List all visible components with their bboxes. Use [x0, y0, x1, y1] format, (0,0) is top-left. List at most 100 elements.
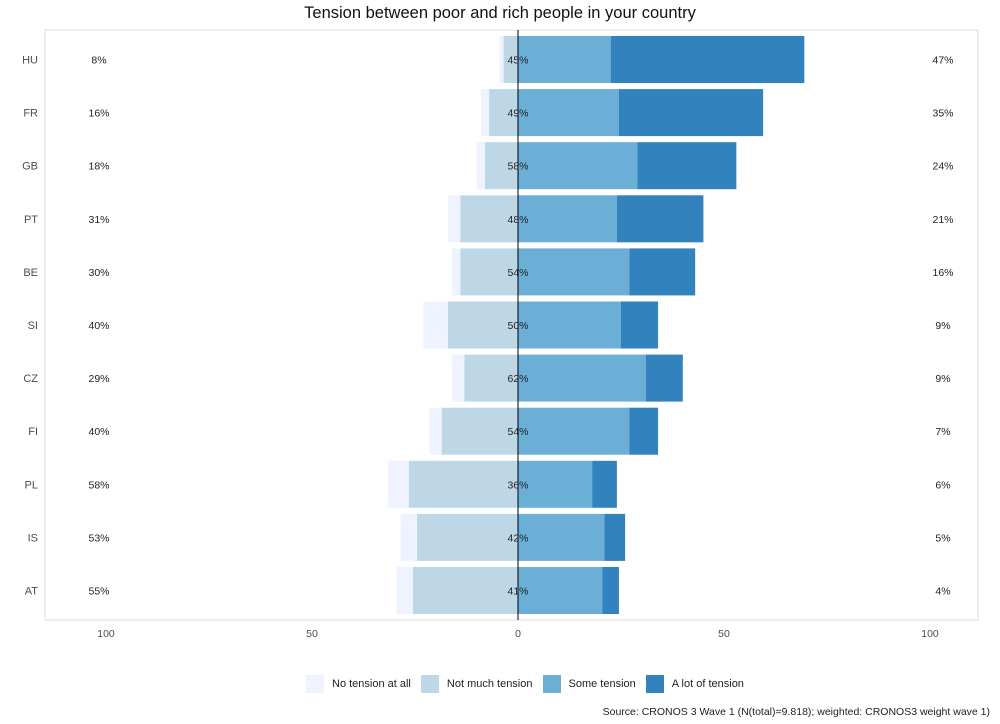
- left-pct-label: 40%: [88, 426, 109, 438]
- category-label-pl: PL: [25, 479, 38, 491]
- source-note: Source: CRONOS 3 Wave 1 (N(total)=9.818)…: [602, 706, 990, 718]
- left-pct-label: 30%: [88, 267, 109, 279]
- bar-pl-some-tension: [518, 460, 593, 508]
- bar-pl-not-much-tension: [408, 460, 518, 508]
- bar-fi-no-tension-at-all: [429, 407, 442, 455]
- right-pct-label: 7%: [935, 426, 950, 438]
- bar-be-some-tension: [518, 248, 630, 296]
- labels-group: HU 8% 45% 47% FR 16% 49% 35% GB 18% 58% 24% PT 31% 48%…: [22, 55, 953, 598]
- legend-item-no-tension-at-all: No tension at all: [306, 675, 411, 693]
- category-label-is: IS: [28, 532, 38, 544]
- category-label-cz: CZ: [23, 373, 38, 385]
- bar-pl-a-lot-of-tension: [592, 460, 617, 508]
- bar-be-a-lot-of-tension: [629, 248, 696, 296]
- bar-at-a-lot-of-tension: [602, 567, 619, 614]
- center-pct-label: 48%: [507, 214, 528, 226]
- x-tick-label: 50: [718, 628, 730, 640]
- center-pct-label: 58%: [507, 161, 528, 173]
- center-pct-label: 54%: [507, 267, 528, 279]
- bar-is-no-tension-at-all: [400, 513, 418, 561]
- bar-fr-some-tension: [518, 89, 619, 137]
- legend-label: No tension at all: [332, 678, 411, 690]
- bar-pt-not-much-tension: [460, 195, 518, 243]
- bar-pt-some-tension: [518, 195, 617, 243]
- legend-swatch: [306, 675, 324, 693]
- center-pct-label: 42%: [507, 532, 528, 544]
- legend-item-a-lot-of-tension: A lot of tension: [645, 675, 744, 693]
- x-tick-label: 0: [515, 628, 521, 640]
- center-pct-label: 62%: [507, 373, 528, 385]
- category-label-gb: GB: [22, 161, 38, 173]
- legend-swatch: [645, 675, 664, 693]
- bar-gb-not-much-tension: [485, 142, 518, 190]
- bar-pt-no-tension-at-all: [447, 195, 461, 243]
- right-pct-label: 21%: [932, 214, 953, 226]
- bar-fr-not-much-tension: [489, 89, 518, 137]
- bar-pt-a-lot-of-tension: [616, 195, 704, 243]
- right-pct-label: 35%: [932, 108, 953, 120]
- right-pct-label: 24%: [932, 161, 953, 173]
- left-pct-label: 53%: [88, 532, 109, 544]
- right-pct-label: 9%: [935, 320, 950, 332]
- bar-is-not-much-tension: [417, 513, 518, 561]
- bar-si-some-tension: [518, 301, 621, 349]
- left-pct-label: 58%: [88, 479, 109, 491]
- category-label-si: SI: [28, 320, 38, 332]
- legend-label: Not much tension: [446, 678, 533, 690]
- bar-si-not-much-tension: [447, 301, 518, 349]
- center-pct-label: 36%: [507, 479, 528, 491]
- bar-hu-a-lot-of-tension: [610, 36, 805, 83]
- category-label-at: AT: [25, 586, 39, 598]
- bar-gb-no-tension-at-all: [476, 142, 486, 190]
- center-pct-label: 50%: [507, 320, 528, 332]
- bar-is-some-tension: [518, 513, 605, 561]
- bar-hu-some-tension: [518, 36, 611, 83]
- bar-si-a-lot-of-tension: [621, 301, 659, 349]
- right-pct-label: 6%: [935, 479, 950, 491]
- category-label-pt: PT: [24, 214, 38, 226]
- right-pct-label: 9%: [935, 373, 950, 385]
- left-pct-label: 16%: [88, 108, 109, 120]
- category-label-hu: HU: [22, 55, 38, 67]
- bar-is-a-lot-of-tension: [604, 513, 626, 561]
- center-pct-label: 49%: [507, 108, 528, 120]
- bar-at-some-tension: [518, 567, 603, 614]
- category-label-be: BE: [23, 267, 38, 279]
- bar-fi-not-much-tension: [441, 407, 518, 455]
- bar-cz-some-tension: [518, 354, 646, 402]
- legend-swatch: [420, 675, 439, 693]
- bars-group: [388, 36, 805, 614]
- plot-panel: [44, 29, 979, 621]
- x-tick-label: 100: [921, 628, 939, 640]
- bar-gb-a-lot-of-tension: [637, 142, 737, 190]
- bar-be-not-much-tension: [460, 248, 518, 296]
- bar-hu-not-much-tension: [503, 36, 518, 83]
- right-pct-label: 5%: [935, 532, 950, 544]
- legend-item-not-much-tension: Not much tension: [420, 675, 533, 693]
- bar-fr-a-lot-of-tension: [618, 89, 764, 137]
- category-label-fr: FR: [23, 108, 38, 120]
- bar-at-not-much-tension: [412, 567, 518, 614]
- left-pct-label: 31%: [88, 214, 109, 226]
- bar-fi-some-tension: [518, 407, 630, 455]
- category-label-fi: FI: [28, 426, 38, 438]
- center-pct-label: 45%: [507, 55, 528, 67]
- bar-cz-not-much-tension: [464, 354, 518, 402]
- legend-label: Some tension: [568, 678, 636, 690]
- left-pct-label: 29%: [88, 373, 109, 385]
- bar-gb-some-tension: [518, 142, 638, 190]
- x-tick-label: 100: [97, 628, 115, 640]
- right-pct-label: 4%: [935, 586, 950, 598]
- bar-si-no-tension-at-all: [423, 301, 448, 349]
- bar-cz-a-lot-of-tension: [645, 354, 683, 402]
- bar-fi-a-lot-of-tension: [629, 407, 659, 455]
- x-axis: 100 50 0 50 100: [97, 628, 939, 640]
- bar-hu-no-tension-at-all: [499, 36, 504, 83]
- center-pct-label: 41%: [507, 586, 528, 598]
- legend: No tension at all Not much tension Some te…: [306, 675, 754, 693]
- x-tick-label: 50: [306, 628, 318, 640]
- bar-pl-no-tension-at-all: [388, 460, 409, 508]
- bar-at-no-tension-at-all: [396, 567, 413, 614]
- bar-cz-no-tension-at-all: [452, 354, 465, 402]
